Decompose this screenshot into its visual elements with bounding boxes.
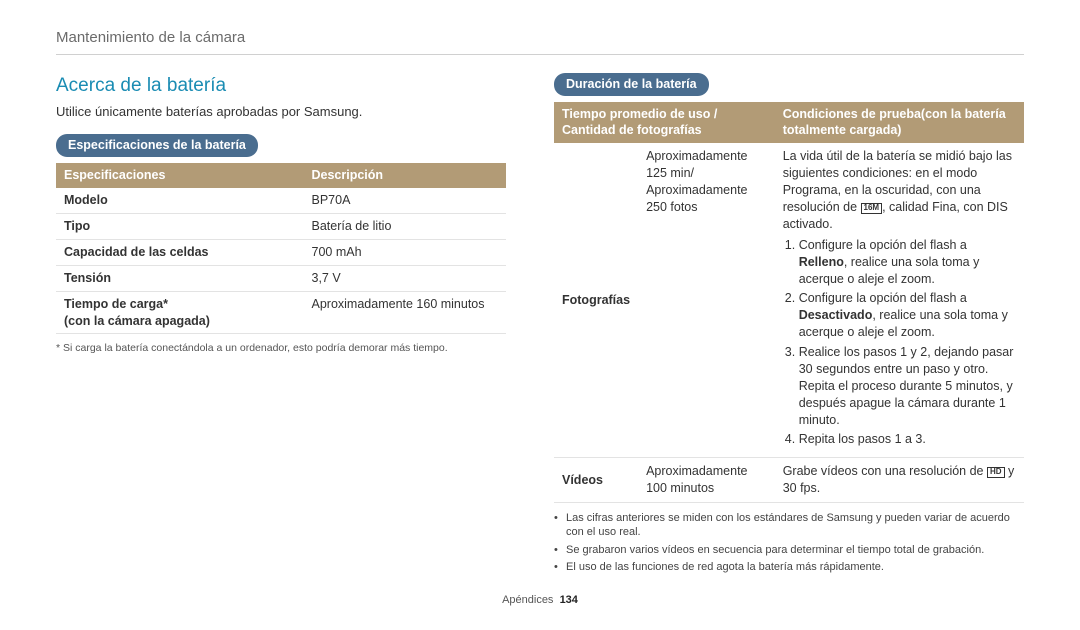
resolution-icon: 16M [861, 203, 883, 214]
video-conditions: Grabe vídeos con una resolución de HD y … [775, 458, 1024, 503]
table-row: Capacidad de las celdas700 mAh [56, 239, 506, 265]
photo-row-label: Fotografías [554, 143, 638, 457]
duration-pill: Duración de la batería [554, 73, 709, 96]
breadcrumb: Mantenimiento de la cámara [56, 28, 1024, 55]
notes-list: Las cifras anteriores se miden con los e… [554, 511, 1024, 574]
page-footer: Apéndices 134 [56, 593, 1024, 608]
table-row: Tiempo de carga* (con la cámara apagada)… [56, 291, 506, 334]
usage-col-header: Tiempo promedio de uso / Cantidad de fot… [554, 102, 775, 143]
intro-text: Utilice únicamente baterías aprobadas po… [56, 103, 506, 121]
footer-section: Apéndices [502, 594, 553, 606]
two-column-layout: Acerca de la batería Utilice únicamente … [56, 73, 1024, 577]
hd-icon: HD [987, 467, 1005, 478]
table-row: Fotografías Aproximadamente 125 min/ Apr… [554, 143, 1024, 457]
table-row: Vídeos Aproximadamente 100 minutos Grabe… [554, 458, 1024, 503]
video-avg: Aproximadamente 100 minutos [638, 458, 775, 503]
note-item: Se grabaron varios vídeos en secuencia p… [554, 543, 1024, 557]
conditions-col-header: Condiciones de prueba(con la batería tot… [775, 102, 1024, 143]
step-1: Configure la opción del flash a Relleno,… [799, 237, 1016, 288]
step-2: Configure la opción del flash a Desactiv… [799, 290, 1016, 341]
photo-avg: Aproximadamente 125 min/ Aproximadamente… [638, 143, 775, 457]
right-column: Duración de la batería Tiempo promedio d… [554, 73, 1024, 577]
section-title: Acerca de la batería [56, 73, 506, 99]
video-row-label: Vídeos [554, 458, 638, 503]
footnote: * Si carga la batería conectándola a un … [56, 342, 506, 356]
table-row: Tensión3,7 V [56, 265, 506, 291]
step-3: Realice los pasos 1 y 2, dejando pasar 3… [799, 344, 1016, 428]
page-number: 134 [560, 594, 578, 606]
manual-page: Mantenimiento de la cámara Acerca de la … [0, 0, 1080, 618]
left-column: Acerca de la batería Utilice únicamente … [56, 73, 506, 577]
duration-table: Tiempo promedio de uso / Cantidad de fot… [554, 102, 1024, 503]
table-row: TipoBatería de litio [56, 214, 506, 240]
spec-table: Especificaciones Descripción ModeloBP70A… [56, 163, 506, 334]
table-row: ModeloBP70A [56, 188, 506, 213]
photo-conditions: La vida útil de la batería se midió bajo… [775, 143, 1024, 457]
step-4: Repita los pasos 1 a 3. [799, 431, 1016, 448]
spec-col-header: Especificaciones [56, 163, 304, 188]
desc-col-header: Descripción [304, 163, 507, 188]
spec-pill: Especificaciones de la batería [56, 134, 258, 157]
note-item: El uso de las funciones de red agota la … [554, 560, 1024, 574]
note-item: Las cifras anteriores se miden con los e… [554, 511, 1024, 540]
